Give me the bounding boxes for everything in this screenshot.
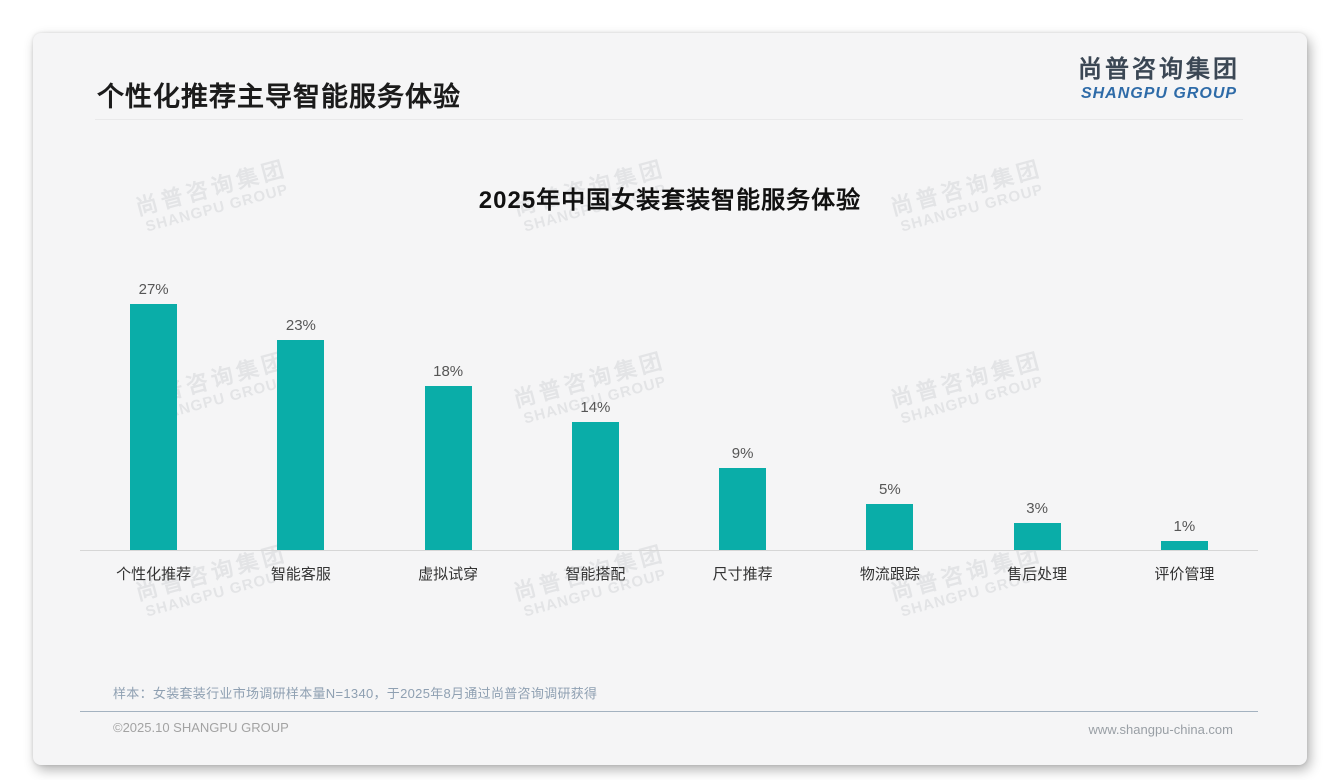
bar [277, 340, 325, 550]
bar [1013, 523, 1061, 550]
bar-slot: 23% [227, 317, 374, 550]
logo-text-cn: 尚普咨询集团 [1078, 56, 1240, 83]
bar-value-label: 14% [580, 399, 611, 416]
company-logo: 尚普咨询集团 SHANGPU GROUP [1078, 56, 1240, 103]
bar [719, 468, 767, 550]
bar-value-label: 1% [1173, 518, 1196, 535]
bar [866, 504, 914, 550]
bar [571, 422, 619, 550]
bar-slot: 1% [1111, 518, 1258, 550]
footer-website: www.shangpu-china.com [1088, 722, 1233, 737]
bar-slot: 9% [669, 445, 816, 550]
bar-category-label: 尺寸推荐 [712, 566, 773, 583]
bar [1160, 541, 1208, 550]
bar-slot: 3% [964, 500, 1111, 550]
bar-chart: 27% 23% 18% 14% 9% 5% 3% 1% 个性化推荐 智能客服 虚拟试穿 智能搭配 尺寸… [80, 251, 1258, 583]
bar-category-label: 物流跟踪 [859, 566, 920, 583]
footnote-divider [80, 711, 1258, 712]
bar-category-label: 个性化推荐 [116, 566, 192, 583]
page-title: 个性化推荐主导智能服务体验 [97, 82, 461, 112]
bar-value-label: 9% [731, 445, 754, 462]
bar-category-label: 评价管理 [1154, 566, 1215, 583]
footer-copyright: ©2025.10 SHANGPU GROUP [113, 720, 289, 735]
logo-text-en: SHANGPU GROUP [1080, 85, 1238, 103]
bar-value-label: 27% [138, 281, 169, 298]
bar-category-label: 智能客服 [270, 566, 331, 583]
bar-slot: 27% [80, 281, 227, 550]
bar-category-label: 售后处理 [1007, 566, 1068, 583]
sample-note: 样本：女装套装行业市场调研样本量N=1340，于2025年8月通过尚普咨询调研获… [113, 686, 598, 701]
bar-value-label: 18% [433, 363, 464, 380]
bar-value-label: 3% [1026, 500, 1048, 517]
bar-value-label: 23% [285, 317, 316, 334]
bar-slot: 5% [816, 481, 963, 550]
bar-category-label: 智能搭配 [565, 566, 626, 583]
bar-slot: 18% [375, 363, 522, 550]
bar [130, 304, 178, 550]
bar-category-label: 虚拟试穿 [418, 566, 479, 583]
bar-value-label: 5% [879, 481, 901, 498]
bar-slot: 14% [522, 399, 669, 550]
bars-row: 27% 23% 18% 14% 9% 5% 3% 1% [80, 251, 1258, 550]
header-divider [95, 119, 1243, 120]
bar [424, 386, 472, 550]
slide-card: 个性化推荐主导智能服务体验 尚普咨询集团 SHANGPU GROUP 2025年… [33, 33, 1307, 765]
chart-title: 2025年中国女装套装智能服务体验 [478, 187, 862, 214]
category-labels-row: 个性化推荐 智能客服 虚拟试穿 智能搭配 尺寸推荐 物流跟踪 售后处理 评价管理 [80, 563, 1258, 584]
